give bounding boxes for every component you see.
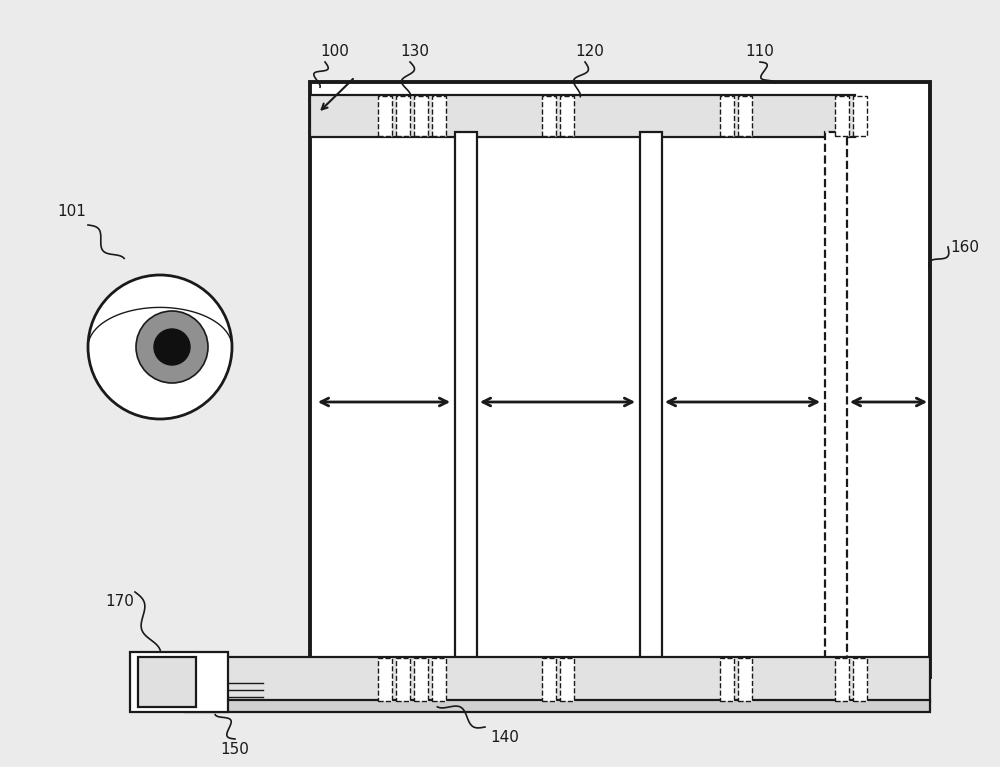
Bar (738, 96, 752, 136)
Bar (414, 658, 428, 701)
Text: 100: 100 (321, 44, 349, 60)
Bar (738, 658, 752, 701)
Text: 130: 130 (401, 44, 430, 60)
Bar (396, 96, 410, 136)
Bar (835, 658, 849, 701)
Bar (542, 96, 556, 136)
Bar (560, 658, 574, 701)
Circle shape (136, 311, 208, 383)
Bar (853, 658, 867, 701)
Text: 150: 150 (221, 742, 249, 756)
Bar (396, 658, 410, 701)
Bar (455, 132, 477, 677)
Text: 170: 170 (106, 594, 134, 610)
Text: 110: 110 (746, 44, 774, 60)
Bar (640, 132, 662, 677)
Bar (378, 96, 392, 136)
Text: 120: 120 (576, 44, 604, 60)
Bar (185, 700, 930, 712)
Bar (432, 96, 446, 136)
Bar (640, 132, 662, 677)
Bar (378, 658, 392, 701)
Circle shape (154, 329, 190, 365)
Bar (130, 652, 228, 712)
Bar (310, 95, 855, 137)
Bar (835, 96, 849, 136)
Bar (853, 96, 867, 136)
Circle shape (88, 275, 232, 419)
Bar (432, 658, 446, 701)
Bar (542, 658, 556, 701)
Bar (560, 96, 574, 136)
Bar (310, 82, 930, 677)
Text: 160: 160 (950, 239, 980, 255)
Bar (825, 132, 847, 677)
Bar (720, 658, 734, 701)
Text: 140: 140 (491, 729, 519, 745)
Bar (455, 132, 477, 677)
Text: 101: 101 (58, 205, 86, 219)
Bar (138, 657, 196, 707)
Bar (414, 96, 428, 136)
Bar (720, 96, 734, 136)
Bar (185, 657, 930, 702)
